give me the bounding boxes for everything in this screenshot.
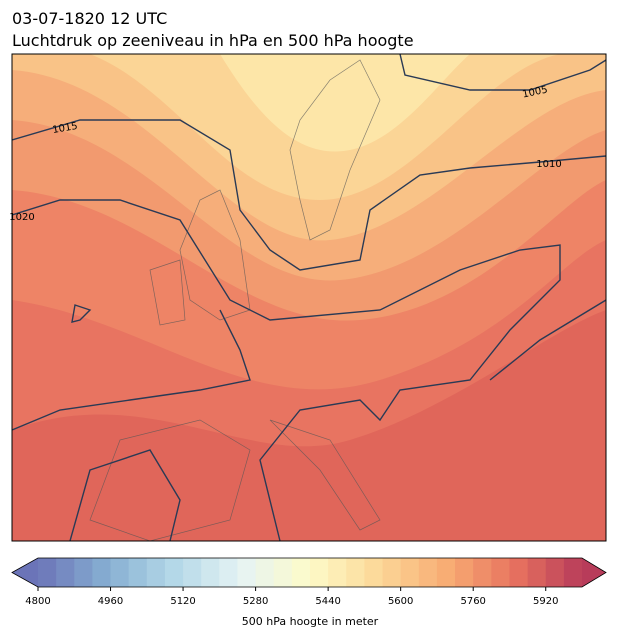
- colorbar-cell: [273, 558, 293, 587]
- colorbar-cell: [164, 558, 184, 587]
- colorbar-label: 500 hPa hoogte in meter: [242, 615, 379, 628]
- colorbar-cell: [291, 558, 311, 587]
- colorbar-tick-label: 4800: [25, 596, 50, 607]
- colorbar-cell: [364, 558, 384, 587]
- colorbar-cell: [219, 558, 238, 587]
- colorbar-extend-high: [582, 558, 606, 587]
- colorbar-cell: [491, 558, 510, 587]
- title: 03-07-1820 12 UTC: [12, 9, 167, 28]
- colorbar-tick-label: 5440: [315, 596, 340, 607]
- colorbar-cell: [255, 558, 275, 587]
- isobar-label: 1020: [9, 212, 34, 223]
- colorbar-cell: [56, 558, 75, 587]
- colorbar-cell: [237, 558, 257, 587]
- map-area: [12, 54, 606, 541]
- colorbar-tick-label: 5600: [388, 596, 413, 607]
- colorbar-cell: [545, 558, 565, 587]
- colorbar-cell: [400, 558, 420, 587]
- isobar-label: 1010: [536, 159, 561, 170]
- isobar-label: 1005: [522, 84, 549, 100]
- colorbar-cell: [563, 558, 583, 587]
- colorbar-tick-label: 5120: [170, 596, 195, 607]
- colorbar-cell: [328, 558, 347, 587]
- colorbar-frame: [11, 557, 607, 588]
- colorbar-cell: [382, 558, 402, 587]
- colorbar-cell: [183, 558, 202, 587]
- colorbar-extend-low: [12, 558, 38, 587]
- colorbar-cell: [38, 558, 57, 587]
- colorbar-cell: [92, 558, 112, 587]
- colorbar-cell: [473, 558, 492, 587]
- subtitle: Luchtdruk op zeeniveau in hPa en 500 hPa…: [12, 31, 414, 50]
- colorbar-cell: [436, 558, 456, 587]
- colorbar-cell: [527, 558, 547, 587]
- colorbar: 4800 4960 5120 5280 5440 5600 5760 5920 500 hPa …: [11, 557, 607, 628]
- colorbar-cell: [418, 558, 438, 587]
- colorbar-tick-label: 5920: [533, 596, 558, 607]
- colorbar-cell: [128, 558, 148, 587]
- colorbar-cell: [455, 558, 474, 587]
- colorbar-cell: [74, 558, 93, 587]
- colorbar-cell: [509, 558, 529, 587]
- colorbar-cell: [146, 558, 166, 587]
- colorbar-cell: [201, 558, 220, 587]
- isobar-label: 1015: [52, 121, 79, 136]
- colorbar-cell: [310, 558, 329, 587]
- colorbar-tick-label: 5280: [243, 596, 268, 607]
- colorbar-cell: [346, 558, 365, 587]
- colorbar-tick-label: 4960: [98, 596, 123, 607]
- map-frame: [11, 53, 607, 542]
- colorbar-cell: [110, 558, 130, 587]
- colorbar-tick-label: 5760: [460, 596, 485, 607]
